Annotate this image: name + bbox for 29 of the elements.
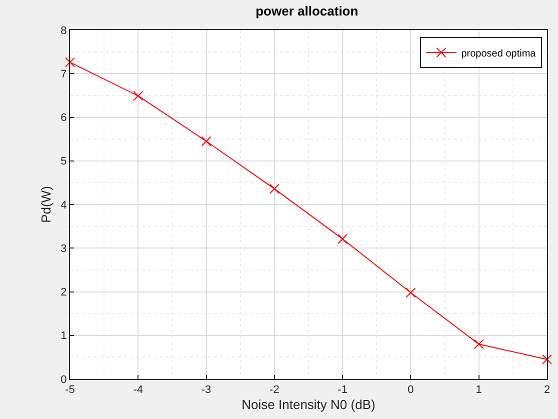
y-tick-label: 5 (60, 156, 67, 168)
x-tick-label: 2 (544, 384, 550, 396)
point (133, 90, 144, 101)
x-tick-label: -3 (201, 384, 212, 396)
x-tick-label: -4 (133, 384, 144, 396)
x-tick-label: -2 (270, 384, 280, 396)
chart-title: power allocation (256, 3, 358, 18)
point (474, 339, 484, 350)
y-tick-label: 6 (60, 112, 67, 124)
y-tick-label: 1 (60, 330, 67, 342)
legend-label: proposed optima (461, 48, 536, 60)
y-tick-label: 7 (60, 68, 67, 80)
x-axis-title: Noise Intensity N0 (dB) (242, 396, 376, 412)
y-axis-title: Pd(W) (38, 186, 54, 223)
y-tick-label: 4 (60, 199, 67, 212)
x-tick-label: -5 (65, 384, 75, 396)
x-tick-label: -1 (338, 384, 348, 396)
x-tick-label: 0 (408, 384, 414, 396)
y-tick-label: 0 (60, 374, 67, 386)
y-tick-label: 2 (60, 286, 67, 299)
y-tick-label: 8 (60, 24, 67, 37)
point (338, 234, 348, 244)
y-tick-label: 3 (60, 242, 67, 255)
point (65, 57, 75, 68)
x-tick-label: 1 (476, 384, 482, 396)
point (542, 354, 552, 364)
point (406, 288, 416, 298)
point (201, 136, 212, 146)
point (269, 184, 280, 194)
